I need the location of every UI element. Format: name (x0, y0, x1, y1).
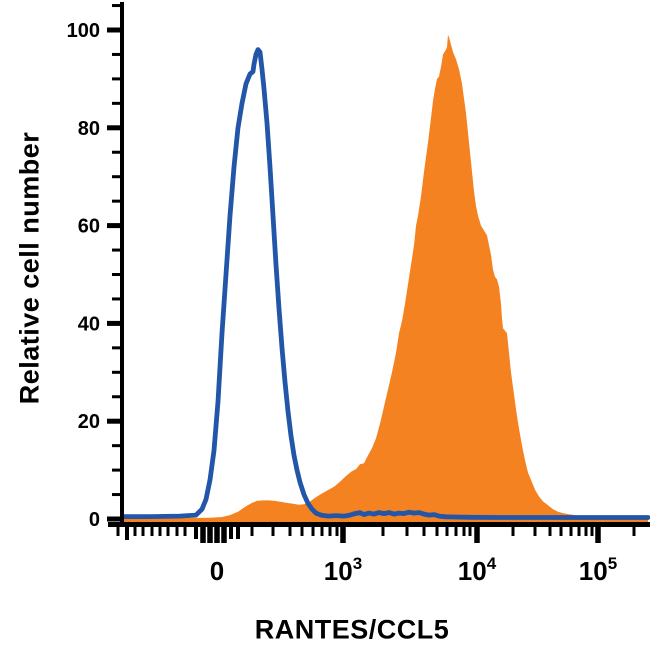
y-major-tick (107, 516, 120, 522)
y-major-tick (107, 418, 120, 424)
x-zero-cluster-tick (221, 522, 227, 543)
y-minor-tick (112, 77, 120, 81)
y-minor-tick (112, 101, 120, 105)
x-tick-label: 104 (458, 554, 497, 586)
y-tick-label: 0 (89, 509, 100, 531)
y-minor-tick (112, 346, 120, 350)
x-major-tick (340, 522, 346, 543)
x-negative-minor-tick (133, 522, 137, 536)
y-tick-label: 60 (78, 216, 100, 238)
x-negative-minor-tick (183, 522, 187, 536)
x-minor-tick (422, 522, 426, 536)
x-minor-tick (584, 522, 588, 536)
x-zero-cluster-tick (207, 522, 213, 543)
x-minor-tick (533, 522, 537, 536)
x-zero-cluster-tick (236, 522, 240, 539)
x-minor-tick (511, 522, 515, 536)
y-minor-tick (112, 4, 120, 8)
y-tick-label: 100 (67, 20, 100, 42)
x-major-tick (474, 522, 480, 543)
y-minor-tick (112, 248, 120, 252)
x-negative-minor-tick (141, 522, 145, 536)
x-minor-tick (468, 522, 472, 536)
x-minor-tick (577, 522, 581, 536)
x-minor-tick (320, 522, 324, 536)
x-minor-tick (311, 522, 315, 536)
x-minor-tick (632, 522, 636, 536)
y-major-tick (107, 223, 120, 229)
y-axis-title: Relative cell number (14, 131, 45, 405)
x-minor-tick (405, 522, 409, 536)
y-minor-tick (112, 175, 120, 179)
x-tick-label: 105 (579, 554, 617, 586)
y-minor-tick (112, 444, 120, 448)
x-minor-tick (548, 522, 552, 536)
x-minor-tick (288, 522, 292, 536)
y-minor-tick (112, 150, 120, 154)
x-negative-minor-tick (150, 522, 154, 536)
orange-filled-histogram (124, 34, 648, 525)
x-tick-label: 103 (324, 554, 362, 586)
x-minor-tick (559, 522, 563, 536)
series-layer (121, 34, 650, 525)
x-axis-title: RANTES/CCL5 (254, 614, 450, 645)
x-negative-minor-tick (116, 522, 120, 536)
x-zero-cluster-tick (200, 522, 206, 543)
x-minor-tick (300, 522, 304, 536)
x-minor-tick (335, 522, 339, 536)
x-axis-ticks: 0 103 104 105 (116, 522, 636, 586)
y-minor-tick (112, 273, 120, 276)
y-minor-tick (112, 395, 120, 399)
y-major-tick (107, 320, 120, 326)
x-minor-tick (462, 522, 466, 536)
y-axis-line (120, 2, 124, 527)
x-negative-medium-tick (125, 522, 129, 540)
y-tick-label: 20 (78, 411, 100, 433)
x-major-tick (595, 522, 601, 543)
x-minor-tick (271, 522, 275, 536)
x-minor-tick (590, 522, 594, 536)
x-negative-minor-tick (166, 522, 170, 536)
y-tick-label: 80 (78, 118, 100, 140)
x-negative-minor-tick (175, 522, 179, 536)
y-minor-tick (112, 297, 120, 301)
y-tick-label: 40 (78, 313, 100, 335)
y-major-tick (107, 27, 120, 33)
y-minor-tick (112, 52, 120, 56)
y-major-tick (107, 125, 120, 131)
blue-open-histogram (121, 47, 650, 520)
x-minor-tick (454, 522, 458, 536)
x-minor-tick (250, 522, 254, 536)
axes-layer (108, 2, 650, 527)
y-minor-tick (112, 468, 120, 472)
x-negative-minor-tick (158, 522, 162, 536)
x-zero-cluster-tick (194, 522, 198, 539)
x-zero-cluster-tick (229, 522, 233, 539)
y-minor-tick (112, 493, 120, 497)
x-minor-tick (328, 522, 332, 536)
x-axis-line (108, 522, 650, 527)
y-axis-ticks: 0 20 40 60 80 100 (67, 4, 120, 531)
x-minor-tick (381, 522, 385, 536)
x-minor-tick (569, 522, 573, 536)
y-minor-tick (112, 199, 120, 203)
y-minor-tick (112, 370, 120, 374)
x-tick-label: 0 (210, 556, 224, 586)
x-minor-tick (435, 522, 439, 536)
x-zero-cluster-tick (214, 522, 220, 543)
x-minor-tick (445, 522, 449, 536)
